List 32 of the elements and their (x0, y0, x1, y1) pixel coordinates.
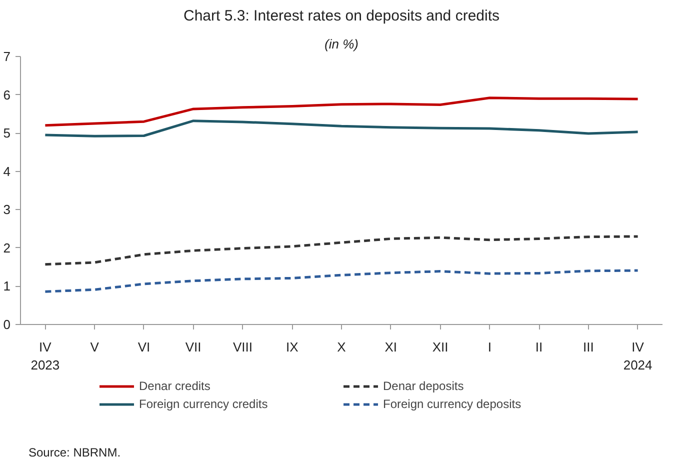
line-series (44, 96, 640, 127)
x-tick-label: XI (384, 340, 398, 354)
line-series (44, 235, 640, 266)
line-series (44, 269, 640, 293)
chart-subtitle: (in %) (324, 36, 358, 52)
legend-label: Denar deposits (383, 379, 465, 393)
x-tick-label: V (90, 340, 100, 354)
x-tick-label: X (337, 340, 346, 354)
y-tick-label: 3 (3, 202, 11, 218)
x-tick-label: XII (432, 340, 448, 354)
y-tick-label: 5 (3, 126, 11, 141)
source-note: Source: NBRNM. (28, 446, 121, 460)
y-tick-label: 6 (3, 87, 11, 102)
y-tick-label: 1 (3, 278, 11, 294)
x-tick-label: VII (185, 340, 202, 354)
x-tick-label: I (488, 340, 492, 354)
chart-title: Chart 5.3: Interest rates on deposits and credits (184, 8, 500, 24)
y-tick-label: 4 (3, 164, 11, 179)
legend-label: Foreign currency credits (139, 397, 269, 411)
x-tick-label: VI (138, 340, 150, 354)
legend-label: Denar credits (139, 379, 212, 393)
x-tick-label: IV 2024 (623, 340, 652, 372)
x-tick-label: IV 2023 (30, 340, 60, 372)
y-tick-label: 2 (3, 240, 11, 256)
x-tick-label: II (535, 340, 543, 354)
y-tick-label: 0 (3, 317, 11, 332)
y-tick-label: 7 (3, 49, 11, 64)
legend-label: Foreign currency deposits (383, 397, 522, 411)
x-tick-label: IX (286, 340, 299, 354)
x-tick-label: III (583, 340, 594, 354)
x-tick-label: VIII (232, 340, 252, 354)
line-series (44, 120, 640, 138)
